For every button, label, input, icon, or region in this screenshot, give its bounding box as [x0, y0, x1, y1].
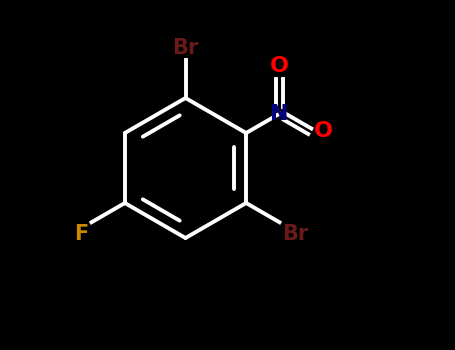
Text: N: N: [270, 104, 289, 124]
Text: F: F: [75, 224, 89, 244]
Text: Br: Br: [172, 38, 199, 58]
Text: Br: Br: [282, 224, 308, 244]
Text: O: O: [314, 121, 333, 141]
Text: O: O: [270, 56, 289, 76]
